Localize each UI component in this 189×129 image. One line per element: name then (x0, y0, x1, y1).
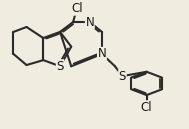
Text: N: N (98, 47, 106, 61)
Text: Cl: Cl (71, 2, 83, 15)
Text: Cl: Cl (141, 101, 153, 114)
Text: S: S (119, 70, 126, 83)
Text: N: N (85, 16, 94, 29)
Text: S: S (56, 60, 64, 73)
